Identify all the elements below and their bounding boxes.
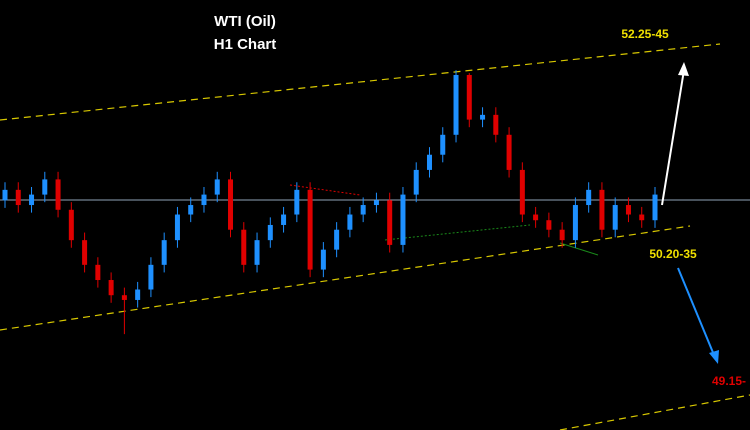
candle-body [625, 205, 631, 215]
candle-body [400, 194, 406, 245]
candle-body [426, 154, 432, 170]
candle-body [347, 214, 353, 230]
candle-body [108, 280, 114, 296]
candle-body [161, 240, 167, 265]
candle-body [506, 134, 512, 170]
candle-body [188, 205, 194, 215]
candle-body [267, 224, 273, 241]
target-label: 49.15- [712, 374, 746, 388]
arrow-head [709, 350, 719, 364]
candle-body [121, 295, 127, 300]
candles [2, 70, 658, 335]
candle-body [68, 209, 74, 241]
pattern-line [384, 224, 531, 241]
arrow-up [661, 69, 685, 206]
candle-body [214, 179, 220, 195]
candle-body [652, 194, 658, 221]
candle-body [307, 189, 313, 270]
candle-body [559, 229, 565, 241]
arrow-head [678, 62, 689, 76]
support-label: 50.20-35 [649, 247, 697, 261]
candle-body [201, 194, 207, 206]
candle-body [148, 264, 154, 290]
candle-body [334, 229, 340, 250]
candle-body [387, 200, 393, 245]
candle-body [639, 214, 645, 221]
target-label: 52.25-45 [621, 27, 669, 41]
candle-body [572, 205, 578, 241]
arrow-down [677, 267, 715, 356]
candle-body [373, 200, 379, 206]
candle-body [281, 214, 287, 225]
candle-body [254, 240, 260, 265]
channel-upper [0, 43, 721, 121]
candle-body [55, 179, 61, 210]
chart-subtitle: H1 Chart [214, 36, 277, 53]
candle-body [466, 74, 472, 120]
candle-body [360, 205, 366, 215]
candle-body [320, 249, 326, 270]
candle-body [480, 114, 486, 120]
candle-body [440, 134, 446, 155]
candle-body [586, 189, 592, 206]
candle-body [533, 214, 539, 221]
candle-body [241, 229, 247, 265]
candle-body [546, 220, 552, 230]
candle-body [453, 74, 459, 135]
candle-body [228, 179, 234, 230]
candle-body [612, 205, 618, 230]
candle-body [493, 114, 499, 135]
candle-body [42, 179, 48, 195]
candle-body [135, 289, 141, 300]
chart-title: WTI (Oil) [214, 13, 276, 30]
candle-body [29, 194, 35, 206]
candle-body [82, 240, 88, 265]
candle-body [15, 189, 21, 206]
candle-body [174, 214, 180, 241]
candle-body [599, 189, 605, 230]
pattern-line [559, 242, 599, 256]
channel-lower-2 [559, 394, 750, 430]
candle-body [519, 169, 525, 215]
candle-body [2, 189, 8, 201]
candle-body [294, 189, 300, 215]
candle-body [413, 169, 419, 195]
candle-body [95, 264, 101, 281]
